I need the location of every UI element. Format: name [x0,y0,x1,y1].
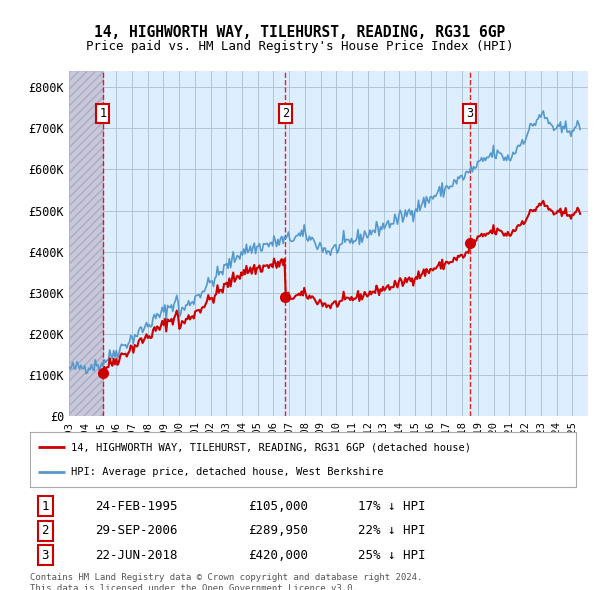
Text: Price paid vs. HM Land Registry's House Price Index (HPI): Price paid vs. HM Land Registry's House … [86,40,514,53]
Text: 17% ↓ HPI: 17% ↓ HPI [358,500,425,513]
Text: 14, HIGHWORTH WAY, TILEHURST, READING, RG31 6GP: 14, HIGHWORTH WAY, TILEHURST, READING, R… [94,25,506,40]
Text: Contains HM Land Registry data © Crown copyright and database right 2024.
This d: Contains HM Land Registry data © Crown c… [30,573,422,590]
Text: 3: 3 [466,107,473,120]
Text: 22-JUN-2018: 22-JUN-2018 [95,549,178,562]
Text: 24-FEB-1995: 24-FEB-1995 [95,500,178,513]
Text: 2: 2 [41,525,49,537]
Text: 3: 3 [41,549,49,562]
Text: 14, HIGHWORTH WAY, TILEHURST, READING, RG31 6GP (detached house): 14, HIGHWORTH WAY, TILEHURST, READING, R… [71,442,471,452]
Bar [69,71,103,416]
Text: 25% ↓ HPI: 25% ↓ HPI [358,549,425,562]
Text: 1: 1 [99,107,106,120]
Text: £289,950: £289,950 [248,525,308,537]
Text: £105,000: £105,000 [248,500,308,513]
Text: 2: 2 [281,107,289,120]
Text: HPI: Average price, detached house, West Berkshire: HPI: Average price, detached house, West… [71,467,383,477]
Text: £420,000: £420,000 [248,549,308,562]
Text: 1: 1 [41,500,49,513]
Text: 22% ↓ HPI: 22% ↓ HPI [358,525,425,537]
Text: 29-SEP-2006: 29-SEP-2006 [95,525,178,537]
